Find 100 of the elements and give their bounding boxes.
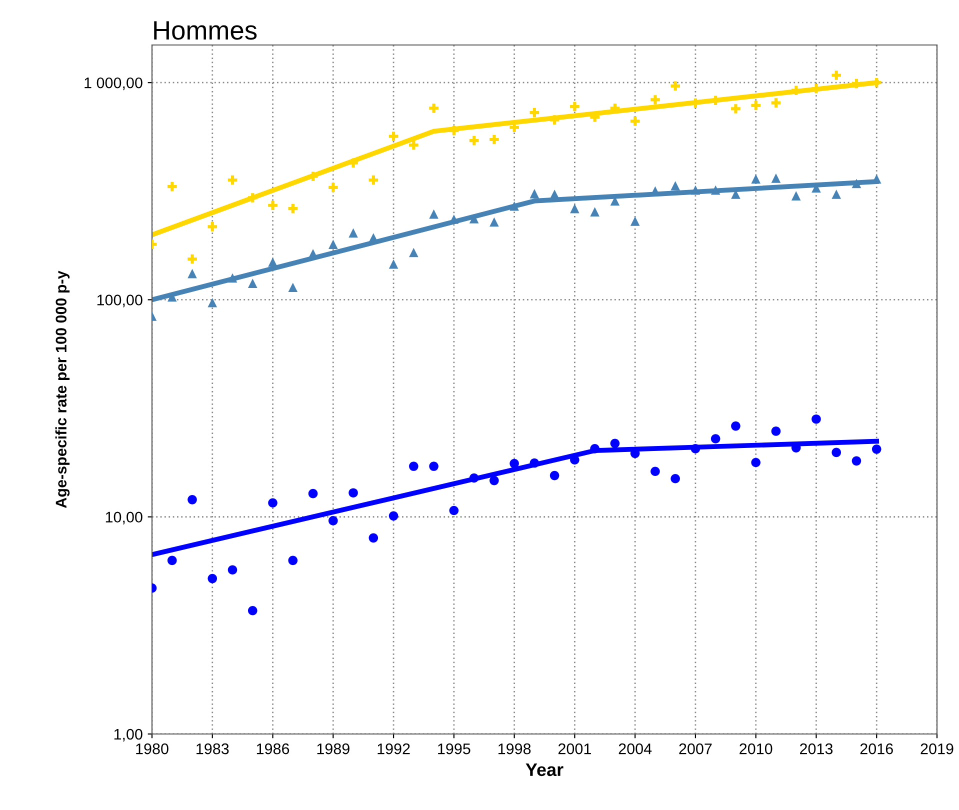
point	[449, 506, 459, 516]
point	[550, 190, 560, 199]
point	[710, 434, 720, 444]
point	[791, 191, 801, 200]
point	[429, 209, 438, 219]
point	[368, 533, 378, 543]
point	[812, 414, 821, 424]
point	[490, 217, 499, 227]
x-axis-title: Year	[526, 763, 564, 776]
y-tick-label: 1,00	[114, 728, 142, 742]
point	[409, 140, 418, 150]
point	[852, 456, 862, 466]
point	[288, 282, 298, 292]
point	[550, 115, 560, 124]
point	[388, 511, 398, 521]
point	[852, 178, 862, 188]
point	[832, 448, 842, 458]
point	[429, 462, 438, 471]
x-tick-label: 1998	[498, 743, 531, 754]
point	[731, 421, 740, 431]
point	[570, 102, 580, 112]
point	[590, 207, 600, 216]
point	[751, 100, 761, 110]
x-tick-label: 2001	[558, 743, 591, 754]
point	[690, 185, 700, 195]
point	[348, 488, 358, 498]
y-axis-title: Age-specific rate per 100 000 p-y	[55, 270, 70, 508]
point	[872, 444, 882, 454]
point	[670, 81, 680, 91]
x-tick-label: 2004	[618, 743, 652, 754]
point	[228, 273, 238, 283]
point	[751, 458, 761, 468]
point	[469, 136, 479, 146]
point	[771, 98, 781, 108]
x-tick-label: 1992	[378, 743, 410, 754]
point	[530, 458, 540, 468]
point	[530, 108, 540, 118]
point	[650, 95, 660, 104]
point	[167, 182, 177, 192]
x-tick-label: 2019	[920, 743, 954, 754]
chart-title: Hommes	[154, 21, 257, 40]
point	[650, 466, 660, 476]
point	[490, 476, 499, 486]
point	[771, 426, 781, 436]
point	[469, 473, 479, 483]
point	[268, 498, 278, 508]
point	[610, 438, 620, 448]
point	[228, 175, 238, 185]
point	[570, 455, 580, 465]
point	[248, 606, 258, 616]
x-tick-label: 2010	[740, 743, 772, 754]
point	[167, 556, 177, 566]
y-tick-label: 1 000,00	[84, 77, 142, 90]
y-tick-label: 100,00	[97, 294, 142, 308]
point	[690, 444, 700, 454]
point	[188, 254, 197, 264]
point	[188, 495, 197, 504]
point	[409, 248, 418, 258]
point	[308, 488, 318, 498]
point	[731, 104, 740, 114]
point	[268, 257, 278, 267]
point	[630, 116, 640, 126]
point	[449, 126, 459, 136]
point	[208, 222, 218, 232]
point	[570, 204, 580, 214]
point	[248, 193, 258, 202]
point	[670, 474, 680, 484]
x-tick-label: 2016	[860, 743, 893, 754]
point	[550, 470, 560, 480]
point	[832, 190, 842, 199]
point	[328, 240, 338, 249]
point	[771, 174, 781, 183]
x-tick-label: 1989	[317, 743, 350, 754]
point	[288, 204, 298, 214]
point	[670, 181, 680, 190]
point	[208, 298, 218, 308]
point	[188, 268, 197, 278]
x-tick-label: 2007	[679, 743, 712, 754]
point	[490, 134, 499, 144]
point	[248, 278, 258, 288]
x-tick-label: 1995	[438, 743, 470, 754]
point	[348, 228, 358, 238]
point	[308, 172, 318, 182]
point	[228, 565, 238, 575]
x-tick-label: 1980	[136, 743, 168, 754]
point	[710, 185, 720, 195]
point	[751, 174, 761, 184]
point	[590, 444, 600, 454]
point	[328, 182, 338, 192]
point	[510, 458, 519, 468]
point	[368, 175, 378, 185]
point	[388, 132, 398, 141]
x-tick-label: 2013	[800, 743, 833, 754]
y-tick-label: 10,00	[106, 512, 142, 524]
point	[288, 556, 298, 566]
point	[388, 259, 398, 269]
point	[409, 462, 418, 471]
point	[208, 574, 218, 584]
point	[429, 104, 438, 113]
x-tick-label: 1986	[256, 743, 290, 754]
